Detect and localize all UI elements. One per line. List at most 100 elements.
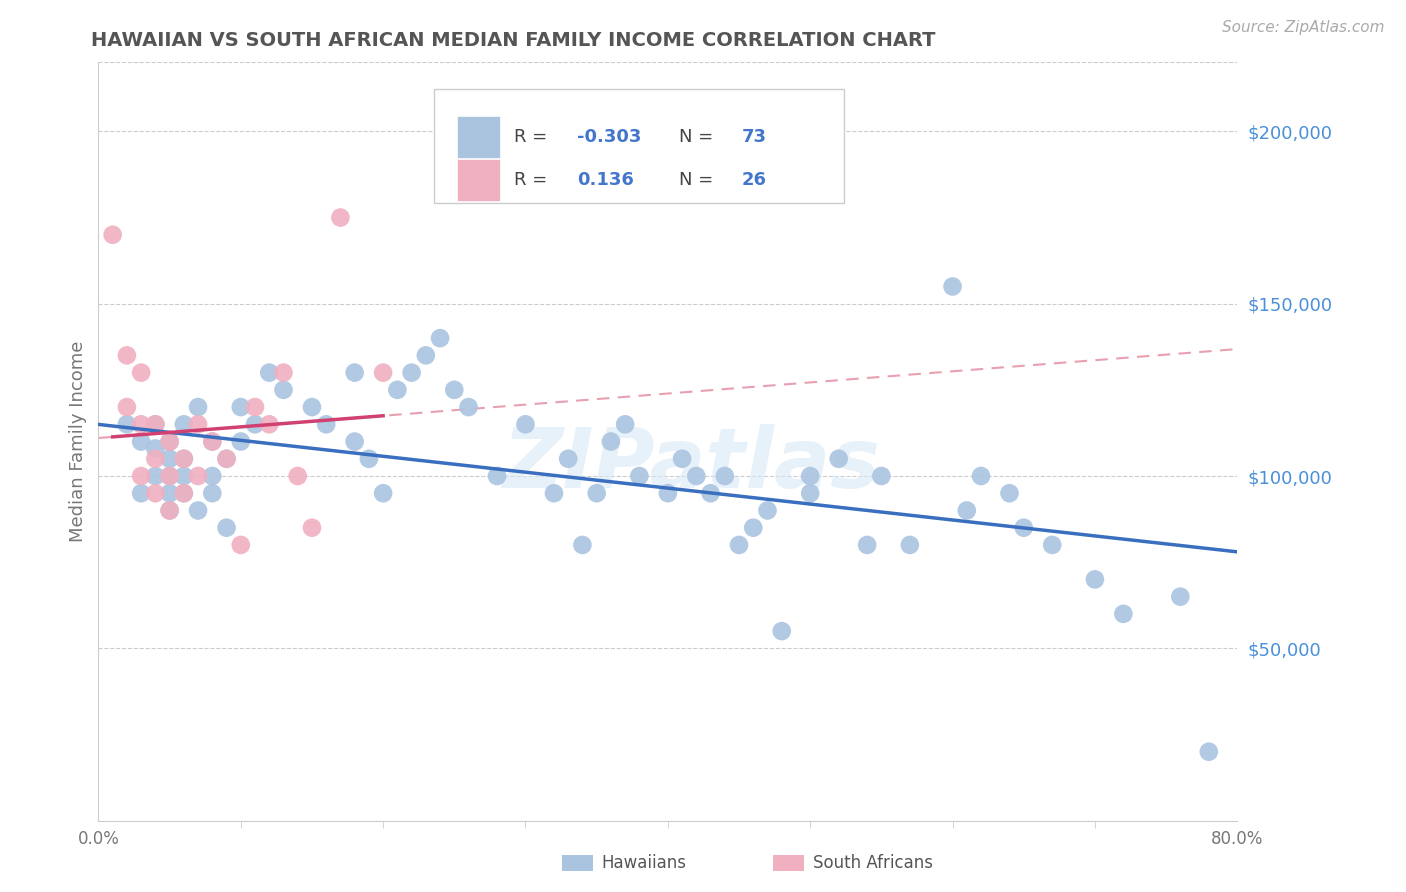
Point: [173, 486, 195, 500]
Text: Source: ZipAtlas.com: Source: ZipAtlas.com: [1222, 20, 1385, 35]
Point: [799, 469, 821, 483]
Text: N =: N =: [679, 128, 720, 146]
Point: [685, 469, 707, 483]
Point: [657, 486, 679, 500]
Point: [742, 521, 765, 535]
Point: [129, 469, 152, 483]
Point: [159, 503, 181, 517]
Point: [173, 486, 195, 500]
Point: [145, 442, 167, 456]
Point: [614, 417, 637, 432]
Text: R =: R =: [515, 170, 553, 189]
Point: [799, 486, 821, 500]
Point: [387, 383, 409, 397]
Point: [1040, 538, 1063, 552]
Point: [628, 469, 651, 483]
Point: [415, 348, 437, 362]
Point: [315, 417, 337, 432]
Text: 26: 26: [742, 170, 766, 189]
Point: [201, 486, 224, 500]
Point: [145, 417, 167, 432]
Point: [201, 434, 224, 449]
Point: [129, 366, 152, 380]
Point: [728, 538, 751, 552]
Point: [443, 383, 465, 397]
Point: [159, 503, 181, 517]
Point: [486, 469, 509, 483]
Point: [215, 451, 238, 466]
Point: [259, 417, 281, 432]
Point: [571, 538, 593, 552]
Point: [145, 417, 167, 432]
Point: [201, 469, 224, 483]
Point: [145, 469, 167, 483]
Point: [243, 400, 266, 414]
Point: [1170, 590, 1192, 604]
Point: [1112, 607, 1135, 621]
Text: R =: R =: [515, 128, 553, 146]
Point: [699, 486, 721, 500]
Point: [215, 521, 238, 535]
Point: [115, 348, 138, 362]
Point: [229, 434, 252, 449]
Text: -0.303: -0.303: [576, 128, 641, 146]
Point: [373, 486, 395, 500]
Text: 73: 73: [742, 128, 766, 146]
Point: [557, 451, 579, 466]
Point: [173, 451, 195, 466]
Point: [301, 400, 323, 414]
Point: [457, 400, 479, 414]
Point: [129, 417, 152, 432]
Point: [173, 417, 195, 432]
FancyBboxPatch shape: [457, 159, 501, 201]
Text: South Africans: South Africans: [813, 855, 932, 872]
Point: [756, 503, 779, 517]
Point: [187, 503, 209, 517]
Point: [942, 279, 965, 293]
Point: [159, 469, 181, 483]
Point: [159, 451, 181, 466]
Point: [187, 400, 209, 414]
Text: 0.136: 0.136: [576, 170, 634, 189]
Point: [898, 538, 921, 552]
Point: [343, 434, 366, 449]
Point: [998, 486, 1021, 500]
Point: [159, 434, 181, 449]
FancyBboxPatch shape: [434, 89, 845, 202]
Point: [187, 469, 209, 483]
Text: Hawaiians: Hawaiians: [602, 855, 686, 872]
Point: [273, 366, 295, 380]
Point: [329, 211, 352, 225]
Point: [1012, 521, 1035, 535]
Point: [401, 366, 423, 380]
Point: [671, 451, 693, 466]
Point: [373, 366, 395, 380]
Text: N =: N =: [679, 170, 720, 189]
Point: [129, 486, 152, 500]
Point: [585, 486, 607, 500]
Point: [828, 451, 851, 466]
Point: [129, 434, 152, 449]
Point: [159, 469, 181, 483]
Point: [856, 538, 879, 552]
Point: [343, 366, 366, 380]
Point: [215, 451, 238, 466]
Point: [145, 451, 167, 466]
Point: [1084, 573, 1107, 587]
Point: [301, 521, 323, 535]
Point: [229, 538, 252, 552]
Point: [357, 451, 380, 466]
Point: [1198, 745, 1220, 759]
FancyBboxPatch shape: [457, 117, 501, 158]
Point: [515, 417, 537, 432]
Point: [101, 227, 124, 242]
Point: [273, 383, 295, 397]
Point: [259, 366, 281, 380]
Point: [201, 434, 224, 449]
Point: [229, 400, 252, 414]
Point: [287, 469, 309, 483]
Text: ZIPatlas: ZIPatlas: [502, 424, 880, 505]
Point: [543, 486, 565, 500]
Point: [770, 624, 793, 639]
Point: [159, 486, 181, 500]
